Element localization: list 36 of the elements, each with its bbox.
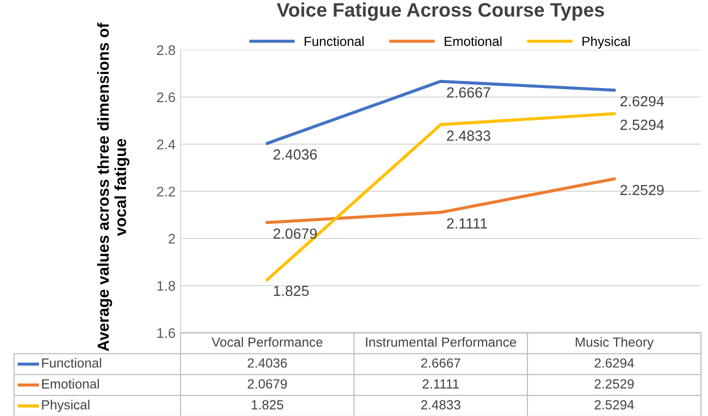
data-label: 2.5294 xyxy=(594,400,634,410)
y-tick-label: 2 xyxy=(168,234,175,244)
legend-label: Functional xyxy=(304,36,364,46)
text: Physical xyxy=(42,400,90,412)
legend-label: Emotional xyxy=(444,36,502,46)
data-label: 2.4036 xyxy=(248,358,287,368)
x-tick-label: Vocal Performance xyxy=(212,337,322,347)
legend-label: Physical xyxy=(582,36,630,49)
y-tick-label: 1.6 xyxy=(157,328,176,338)
annotation: 1.825 xyxy=(274,286,309,296)
annotation: 2.1111 xyxy=(447,218,487,228)
x-tick-label: Instrumental Performance xyxy=(366,337,516,347)
y-tick-label: 2.2 xyxy=(157,186,175,196)
data-label: 2.6294 xyxy=(594,358,634,368)
chart-title: Voice Fatigue Across Course Types xyxy=(276,2,604,21)
y-tick-label: 1.8 xyxy=(157,280,176,291)
annotation: 2.6667 xyxy=(447,87,490,98)
y-tick-label: 2.8 xyxy=(157,45,176,56)
data-label: 2.2529 xyxy=(594,379,634,389)
text: Functional xyxy=(42,358,102,368)
annotation: 2.6294 xyxy=(620,96,664,106)
data-label: 1.825 xyxy=(252,400,284,410)
y-tick-label: 2.4 xyxy=(157,140,176,150)
annotation: 2.5294 xyxy=(620,120,664,130)
annotation: 2.4036 xyxy=(274,149,317,160)
data-label: 2.0679 xyxy=(248,379,287,389)
data-label: 2.6667 xyxy=(421,358,460,368)
annotation: 2.4833 xyxy=(447,130,490,141)
data-label: 2.1111 xyxy=(422,379,459,388)
y-axis-title: Average values across three dimensions of vocal fatigue xyxy=(97,22,130,352)
text: Emotional xyxy=(42,378,99,389)
data-label: 2.4833 xyxy=(421,400,460,410)
annotation: 2.2529 xyxy=(620,184,664,196)
x-tick-label: Music Theory xyxy=(576,337,654,350)
y-tick-label: 2.6 xyxy=(157,92,176,102)
annotation: 2.0679 xyxy=(274,228,317,239)
